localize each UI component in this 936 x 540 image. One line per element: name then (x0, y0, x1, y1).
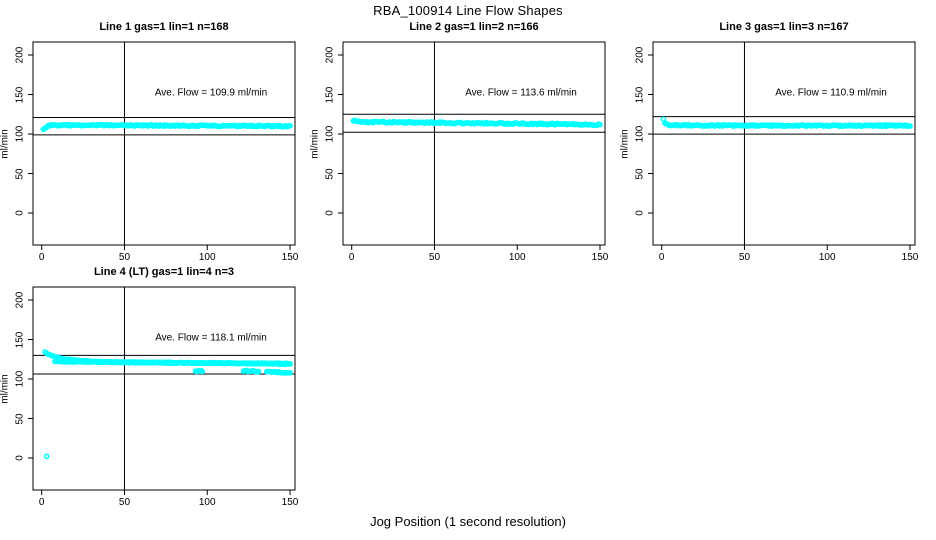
data-point (597, 121, 603, 128)
y-tick-label: 100 (14, 125, 26, 143)
data-point (287, 361, 293, 367)
y-tick-label: 50 (14, 412, 26, 425)
y-tick-label: 200 (14, 291, 26, 309)
x-tick-label: 150 (901, 252, 919, 263)
y-tick-label: 0 (14, 455, 26, 461)
y-tick-label: 0 (14, 210, 26, 216)
outlier-point (43, 453, 50, 460)
y-axis-label: ml/min (619, 128, 631, 159)
panel-plot-3 (648, 41, 916, 250)
scatter-points (42, 349, 293, 460)
plot-box (342, 41, 606, 246)
y-tick-label: 150 (14, 331, 26, 348)
y-tick-label: 200 (14, 46, 26, 64)
panel-title: Line 3 gas=1 lin=3 n=167 (719, 21, 849, 33)
y-tick-label: 0 (634, 210, 646, 216)
plot-box (652, 41, 916, 246)
scatter-points (660, 116, 913, 130)
y-tick-label: 0 (324, 210, 336, 216)
panel-plot-2 (338, 41, 606, 250)
x-tick-label: 150 (591, 252, 609, 263)
x-tick-label: 50 (738, 252, 751, 263)
x-tick-label: 50 (118, 252, 131, 263)
panel-title: Line 2 gas=1 lin=2 n=166 (409, 21, 539, 33)
y-axis-label: ml/min (0, 373, 11, 404)
data-point (287, 370, 293, 376)
scatter-points (350, 117, 603, 129)
x-tick-label: 50 (118, 497, 131, 508)
y-tick-label: 150 (14, 86, 26, 103)
x-axis-label: Jog Position (1 second resolution) (370, 514, 566, 529)
chart-title: RBA_100914 Line Flow Shapes (373, 3, 563, 18)
x-tick-label: 0 (38, 252, 45, 263)
data-point (199, 368, 206, 375)
y-axis-label: ml/min (0, 128, 11, 159)
x-tick-label: 150 (281, 252, 299, 263)
x-tick-label: 0 (348, 252, 355, 263)
x-tick-label: 50 (428, 252, 441, 263)
y-tick-label: 50 (634, 167, 646, 180)
panel-plot-1 (28, 41, 296, 250)
x-tick-label: 0 (658, 252, 665, 263)
scatter-points (40, 121, 293, 133)
y-tick-label: 50 (324, 167, 336, 180)
y-tick-label: 150 (634, 86, 646, 103)
x-tick-label: 100 (198, 497, 216, 508)
y-axis-label: ml/min (309, 128, 321, 159)
y-tick-label: 200 (324, 46, 336, 64)
data-point (255, 368, 262, 375)
y-tick-label: 50 (14, 167, 26, 180)
ave-flow-label: Ave. Flow = 109.9 ml/min (154, 87, 268, 99)
y-tick-label: 100 (634, 125, 646, 143)
x-tick-label: 100 (198, 252, 216, 263)
y-tick-label: 100 (14, 370, 26, 388)
ave-flow-label: Ave. Flow = 113.6 ml/min (465, 87, 577, 99)
x-tick-label: 150 (281, 497, 299, 508)
x-tick-label: 0 (38, 497, 45, 508)
plot-box (32, 41, 296, 246)
panel-title: Line 4 (LT) gas=1 lin=4 n=3 (93, 266, 235, 278)
y-tick-label: 100 (324, 125, 336, 143)
plot-box (32, 286, 296, 491)
x-tick-label: 100 (508, 252, 526, 263)
y-tick-label: 150 (324, 86, 336, 103)
ave-flow-label: Ave. Flow = 118.1 ml/min (155, 332, 267, 344)
ave-flow-label: Ave. Flow = 110.9 ml/min (775, 87, 887, 99)
y-tick-label: 200 (634, 46, 646, 64)
data-point (907, 123, 913, 129)
panel-plot-4 (28, 286, 296, 495)
x-tick-label: 100 (818, 252, 836, 263)
data-point (287, 122, 293, 129)
panel-title: Line 1 gas=1 lin=1 n=168 (99, 21, 229, 33)
